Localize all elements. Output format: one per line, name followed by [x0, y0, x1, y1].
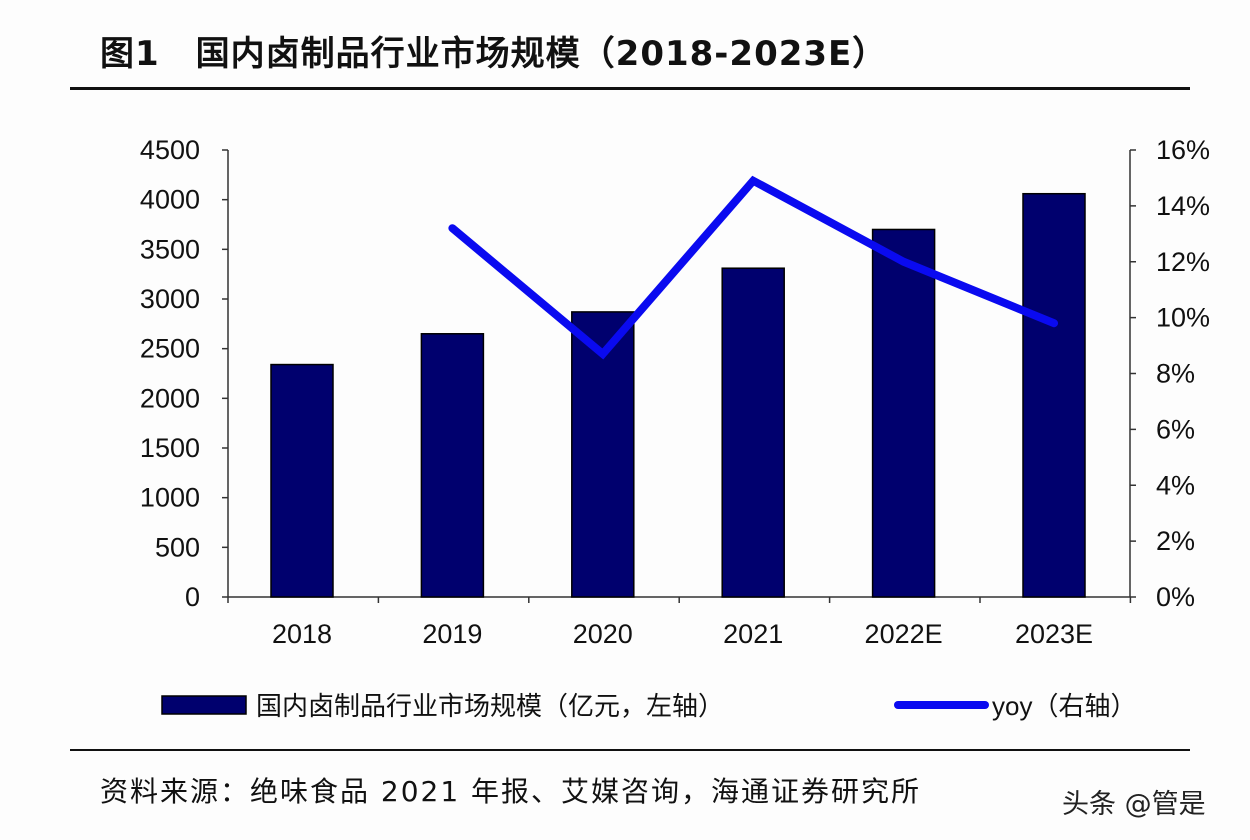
legend-bar-label: 国内卤制品行业市场规模（亿元，左轴）: [256, 691, 724, 721]
right-tick-label: 4%: [1156, 470, 1195, 500]
left-tick-label: 4500: [140, 135, 200, 165]
bar-2022E: [871, 228, 936, 598]
x-tick-label: 2023E: [1015, 619, 1093, 649]
right-tick-label: 16%: [1156, 135, 1210, 165]
right-tick-label: 6%: [1156, 414, 1195, 444]
watermark: 头条 @管是: [1062, 789, 1206, 820]
legend-bar-swatch: [161, 695, 247, 715]
left-tick-label: 3500: [140, 234, 200, 264]
x-tick-label: 2022E: [865, 619, 943, 649]
bottom-divider: [70, 749, 1190, 751]
right-tick-label: 0%: [1156, 582, 1195, 612]
left-tick-label: 3000: [140, 284, 200, 314]
left-tick-label: 0: [185, 582, 200, 612]
bar-2021: [721, 267, 785, 598]
right-tick-label: 10%: [1156, 303, 1210, 333]
left-tick-label: 4000: [140, 185, 200, 215]
left-tick-label: 1500: [140, 433, 200, 463]
left-tick-label: 2000: [140, 383, 200, 413]
x-tick-label: 2021: [723, 619, 783, 649]
figure-number: 图1: [100, 34, 160, 74]
right-tick-label: 8%: [1156, 359, 1195, 389]
left-tick-label: 500: [155, 532, 200, 562]
bar-2020: [571, 311, 635, 598]
top-divider: [70, 87, 1190, 90]
figure-title: 国内卤制品行业市场规模（2018-2023E）: [195, 34, 888, 74]
left-tick-label: 2500: [140, 334, 200, 364]
chart-title: 图1 国内卤制品行业市场规模（2018-2023E）: [100, 26, 887, 75]
bar-2018: [270, 363, 334, 598]
right-tick-label: 12%: [1156, 247, 1210, 277]
right-tick-label: 14%: [1156, 191, 1210, 221]
x-tick-label: 2019: [422, 619, 482, 649]
x-tick-label: 2020: [573, 619, 633, 649]
left-tick-label: 1000: [140, 483, 200, 513]
bar-2023E: [1022, 192, 1086, 598]
x-tick-label: 2018: [272, 619, 332, 649]
right-tick-label: 2%: [1156, 526, 1195, 556]
bar-2019: [420, 333, 485, 598]
source-note: 资料来源：绝味食品 2021 年报、艾媒咨询，海通证券研究所: [100, 775, 922, 808]
legend-line-label: yoy（右轴）: [992, 691, 1136, 721]
